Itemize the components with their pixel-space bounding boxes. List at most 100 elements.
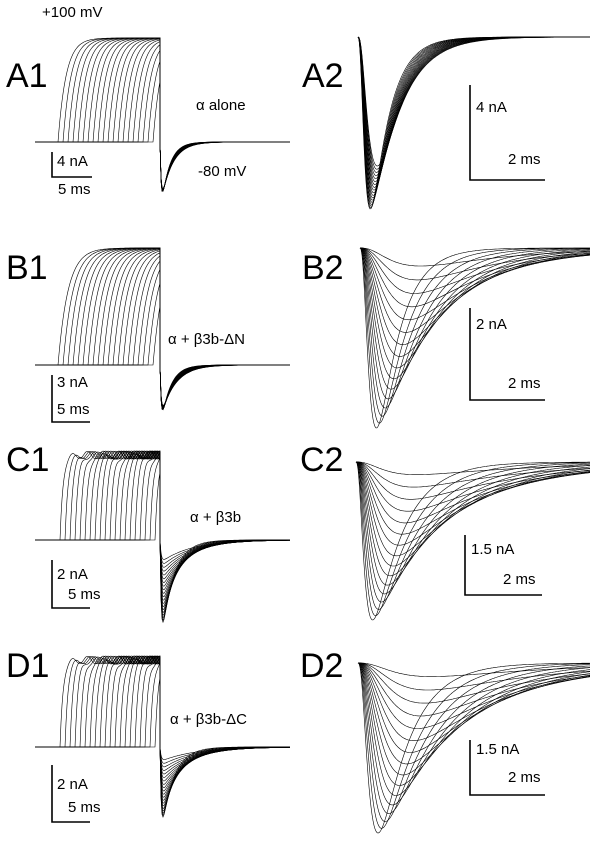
trace xyxy=(359,247,590,417)
trace xyxy=(360,247,591,308)
trace xyxy=(35,655,290,792)
condition-label: α + β3b-ΔN xyxy=(168,331,245,348)
scale-bar xyxy=(464,535,542,596)
trace xyxy=(35,452,290,568)
trace xyxy=(358,662,591,717)
trace xyxy=(360,247,591,345)
trace xyxy=(359,247,591,409)
panel-label: A1 xyxy=(6,57,48,95)
trace xyxy=(356,461,590,488)
trace xyxy=(356,461,591,512)
trace xyxy=(358,662,590,691)
condition-label: α alone xyxy=(196,97,246,114)
trace xyxy=(35,81,290,190)
scale-time: 2 ms xyxy=(508,769,541,786)
trace xyxy=(355,461,590,616)
scale-time: 2 ms xyxy=(508,151,541,168)
trace xyxy=(35,657,290,768)
scale-time: 5 ms xyxy=(58,181,91,198)
scale-current: 1.5 nA xyxy=(476,741,519,758)
trace xyxy=(357,662,591,829)
trace xyxy=(35,451,290,572)
trace xyxy=(35,451,290,580)
trace xyxy=(357,36,590,183)
trace xyxy=(359,247,591,380)
scale-current: 2 nA xyxy=(57,776,88,793)
scale-bar xyxy=(469,85,545,181)
trace xyxy=(35,457,290,564)
scale-current: 2 nA xyxy=(476,316,507,333)
scale-current: 2 nA xyxy=(57,566,88,583)
trace xyxy=(357,36,590,188)
panel-label: D1 xyxy=(6,647,49,685)
trace xyxy=(355,461,590,621)
trace xyxy=(35,451,291,583)
trace xyxy=(35,655,290,795)
scale-time: 2 ms xyxy=(508,375,541,392)
trace xyxy=(357,36,590,199)
trace xyxy=(357,36,590,167)
trace xyxy=(355,461,591,577)
scale-time: 2 ms xyxy=(503,571,536,588)
panel-label: D2 xyxy=(300,647,343,685)
scale-current: 3 nA xyxy=(57,374,88,391)
trace xyxy=(360,247,591,267)
scale-bar xyxy=(51,560,90,609)
trace xyxy=(35,656,290,775)
trace xyxy=(359,247,591,400)
panel-label: A2 xyxy=(302,57,344,95)
scale-time: 5 ms xyxy=(68,799,101,816)
trace xyxy=(359,247,591,390)
trace xyxy=(357,36,590,176)
panel-label: B1 xyxy=(6,249,48,287)
panel-label: C2 xyxy=(300,441,343,479)
trace xyxy=(35,472,290,560)
voltage-label: -80 mV xyxy=(198,163,246,180)
trace xyxy=(35,306,290,406)
scale-bar xyxy=(51,375,90,423)
scale-bar xyxy=(469,308,545,401)
scale-bar xyxy=(51,765,90,823)
trace xyxy=(358,662,591,677)
trace xyxy=(359,247,591,369)
trace xyxy=(356,461,591,535)
trace xyxy=(355,461,591,595)
trace xyxy=(358,662,591,742)
trace xyxy=(355,461,591,557)
trace xyxy=(35,655,291,789)
trace xyxy=(360,247,591,294)
trace xyxy=(357,662,591,822)
trace xyxy=(356,461,591,500)
scale-time: 5 ms xyxy=(68,586,101,603)
scale-current: 1.5 nA xyxy=(471,541,514,558)
trace xyxy=(357,662,591,786)
trace xyxy=(356,461,591,475)
scale-bar xyxy=(51,152,92,178)
trace xyxy=(35,656,291,778)
scale-time: 5 ms xyxy=(57,401,90,418)
trace xyxy=(360,247,591,321)
trace xyxy=(35,656,290,771)
trace xyxy=(360,247,591,281)
panel-label: B2 xyxy=(302,249,344,287)
panel-label: C1 xyxy=(6,441,49,479)
trace xyxy=(357,662,590,834)
scale-current: 4 nA xyxy=(476,99,507,116)
trace xyxy=(357,662,591,796)
trace xyxy=(358,662,591,704)
scale-bar xyxy=(469,740,545,796)
trace xyxy=(356,461,591,524)
trace xyxy=(358,662,591,729)
condition-label: α + β3b-ΔC xyxy=(170,711,247,728)
condition-label: α + β3b xyxy=(190,509,241,526)
voltage-label: +100 mV xyxy=(42,4,102,21)
trace xyxy=(357,36,590,170)
trace xyxy=(360,247,591,333)
scale-current: 4 nA xyxy=(57,153,88,170)
trace xyxy=(358,662,591,765)
trace xyxy=(357,662,591,806)
trace xyxy=(358,662,591,776)
trace xyxy=(35,451,290,576)
trace xyxy=(35,677,290,760)
